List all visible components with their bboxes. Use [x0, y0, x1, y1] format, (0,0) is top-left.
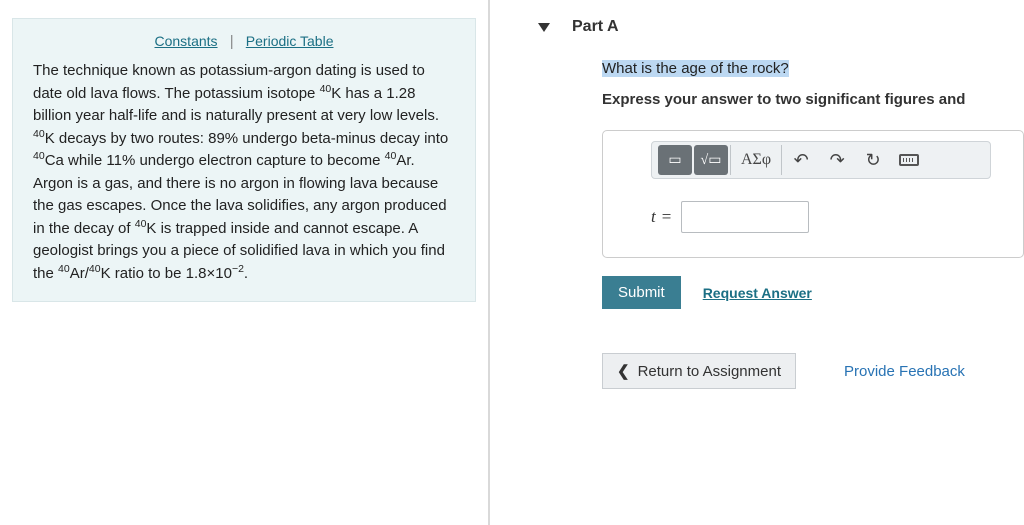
chevron-left-icon: ❮ [617, 362, 630, 380]
part-body: What is the age of the rock? Express you… [602, 60, 1024, 389]
problem-text: The technique known as potassium-argon d… [33, 60, 455, 285]
answer-area: ▭ √▭ ΑΣφ ↶ ↷ ↻ t = [602, 130, 1024, 258]
periodic-table-link[interactable]: Periodic Table [246, 33, 334, 49]
template-icon[interactable]: ▭ [658, 145, 692, 175]
problem-box: Constants | Periodic Table The technique… [12, 18, 476, 302]
top-links: Constants | Periodic Table [33, 33, 455, 50]
return-button[interactable]: ❮ Return to Assignment [602, 353, 796, 389]
action-row: Submit Request Answer [602, 276, 1024, 309]
equals-sign: = [662, 207, 672, 227]
redo-button[interactable]: ↷ [820, 145, 854, 175]
greek-letters-button[interactable]: ΑΣφ [730, 145, 782, 175]
submit-button[interactable]: Submit [602, 276, 681, 309]
request-answer-link[interactable]: Request Answer [703, 285, 812, 301]
sqrt-icon: √▭ [701, 152, 722, 169]
fraction-root-icon[interactable]: √▭ [694, 145, 728, 175]
question-text: What is the age of the rock? [602, 60, 789, 77]
rect-icon: ▭ [668, 152, 681, 169]
redo-icon: ↷ [830, 150, 845, 171]
right-pane: Part A What is the age of the rock? Expr… [490, 0, 1024, 525]
variable-label: t [651, 207, 656, 227]
constants-link[interactable]: Constants [155, 33, 218, 49]
bottom-row: ❮ Return to Assignment Provide Feedback [602, 353, 1024, 389]
undo-icon: ↶ [794, 150, 809, 171]
undo-button[interactable]: ↶ [784, 145, 818, 175]
reset-button[interactable]: ↻ [856, 145, 890, 175]
answer-input[interactable] [681, 201, 809, 233]
left-pane: Constants | Periodic Table The technique… [0, 0, 488, 525]
instruction-text: Express your answer to two significant f… [602, 91, 1024, 108]
return-label: Return to Assignment [638, 363, 781, 380]
provide-feedback-link[interactable]: Provide Feedback [844, 363, 965, 380]
reset-icon: ↻ [866, 150, 881, 171]
equation-row: t = [651, 201, 1023, 233]
collapse-icon [538, 23, 550, 32]
part-label: Part A [572, 18, 619, 36]
part-header[interactable]: Part A [538, 18, 1024, 36]
link-divider: | [230, 33, 234, 50]
keyboard-icon [899, 154, 919, 166]
keyboard-button[interactable] [892, 145, 926, 175]
equation-toolbar: ▭ √▭ ΑΣφ ↶ ↷ ↻ [651, 141, 991, 179]
